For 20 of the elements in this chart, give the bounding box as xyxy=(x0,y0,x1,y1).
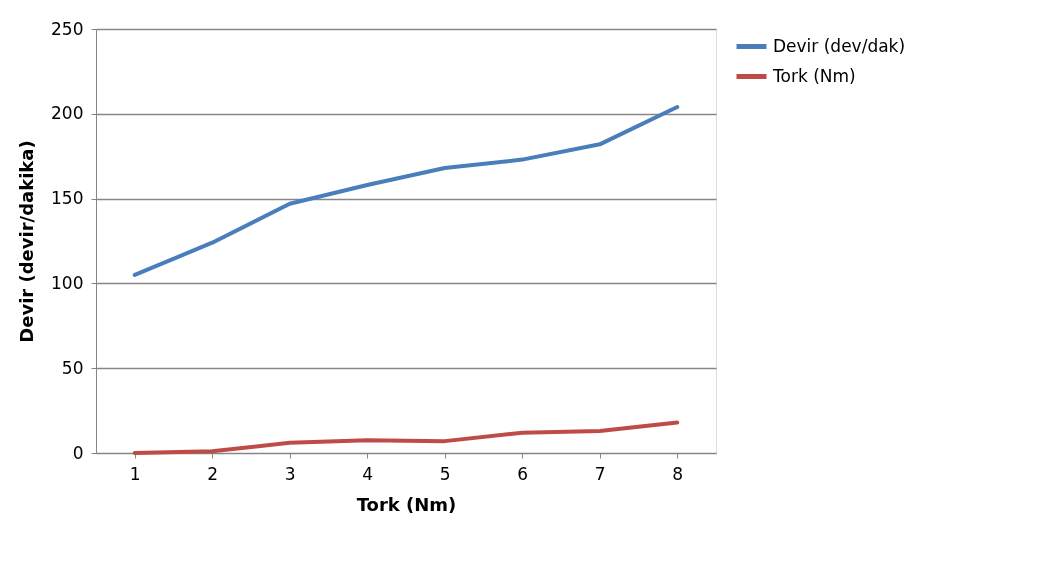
x-tick-label: 8 xyxy=(672,463,684,484)
x-tick-label: 4 xyxy=(362,463,374,484)
x-tick-label: 5 xyxy=(439,463,451,484)
line-series xyxy=(132,420,680,455)
x-tick-label: 3 xyxy=(284,463,296,484)
legend-label: Tork (Nm) xyxy=(772,65,856,86)
y-tick-label: 0 xyxy=(72,442,84,463)
line-series xyxy=(132,105,680,277)
y-tick-label: 100 xyxy=(51,272,84,293)
y-tick-label: 50 xyxy=(61,357,84,378)
y-tick-label: 150 xyxy=(51,188,84,209)
x-tick-label: 6 xyxy=(517,463,529,484)
y-axis-title: Devir (devir/dakika) xyxy=(16,140,38,343)
x-tick-label: 7 xyxy=(594,463,606,484)
y-tick-label: 200 xyxy=(51,103,84,124)
x-tick-label: 2 xyxy=(207,463,219,484)
x-axis-title: Tork (Nm) xyxy=(356,493,457,515)
y-tick-label: 250 xyxy=(51,18,84,39)
legend-label: Devir (dev/dak) xyxy=(773,35,906,56)
x-tick-label: 1 xyxy=(129,463,141,484)
